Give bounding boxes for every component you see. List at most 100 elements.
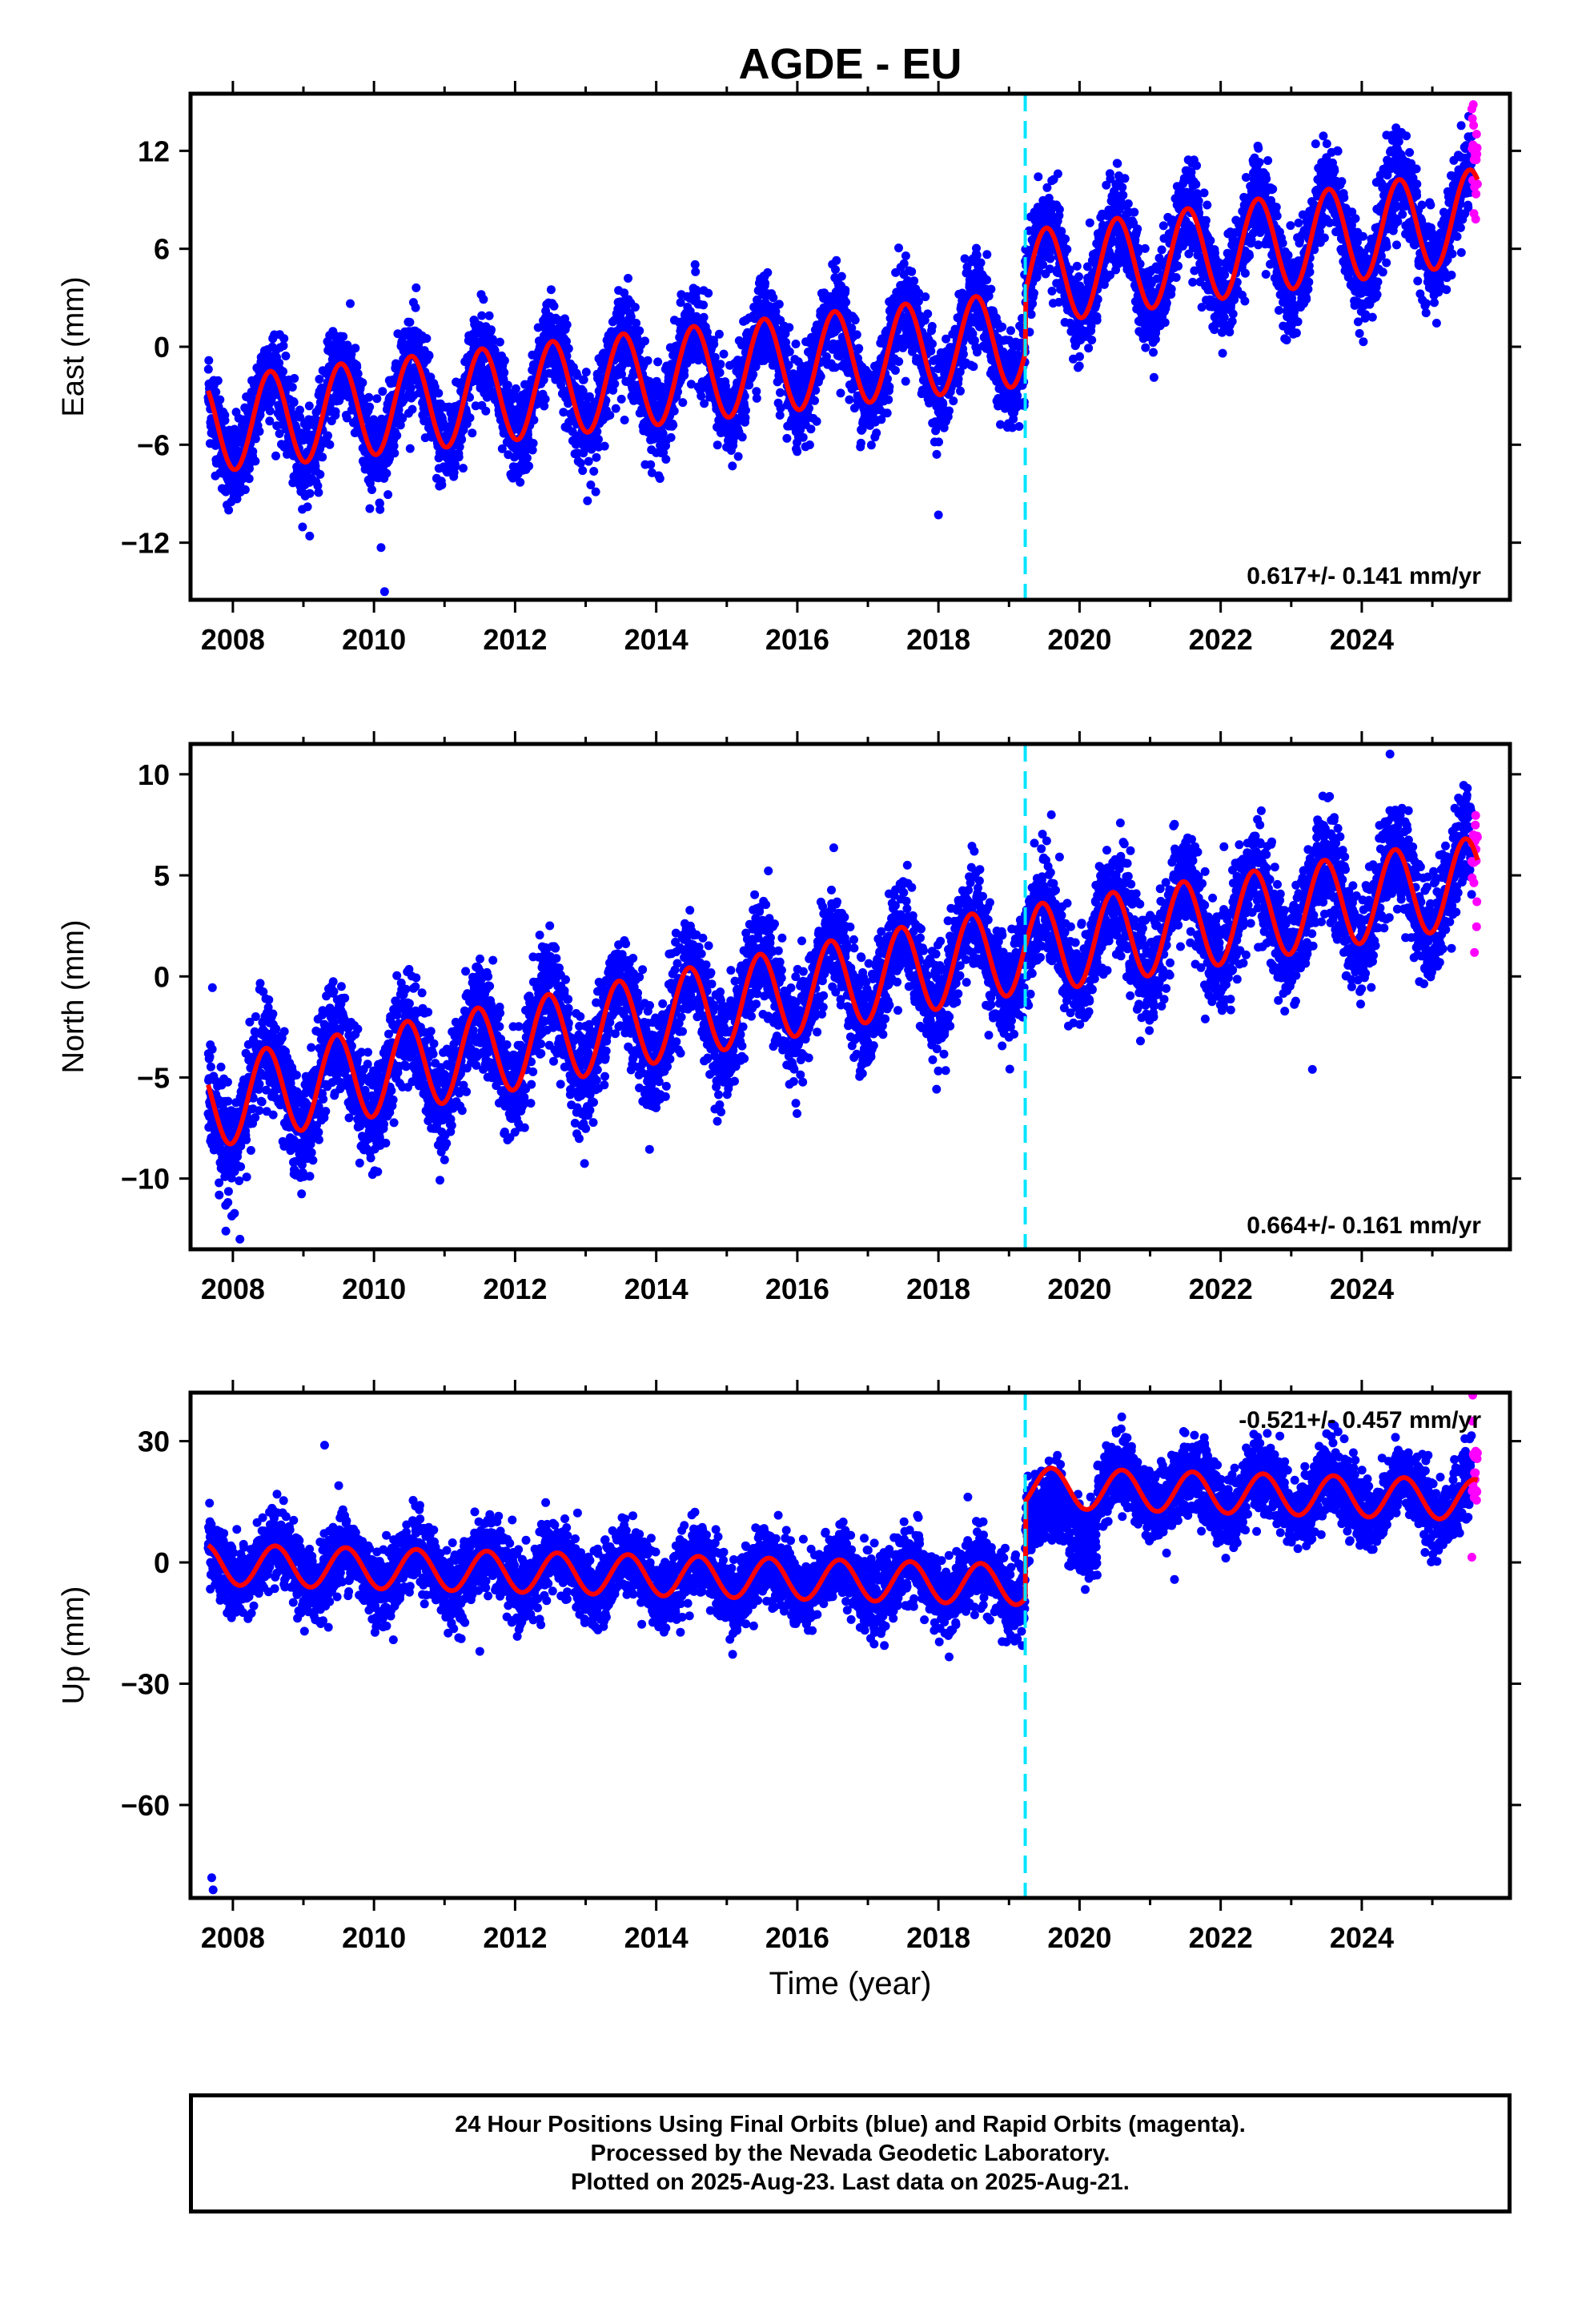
final-orbit-point [511,384,520,393]
final-orbit-point [358,378,367,388]
final-orbit-point [866,440,876,450]
final-orbit-point [365,402,375,412]
final-orbit-point [484,311,494,320]
final-orbit-point [592,452,601,462]
final-orbit-point [481,406,491,416]
final-orbit-point [465,413,475,423]
final-orbit-point [1087,336,1097,345]
final-orbit-point [699,312,709,322]
final-orbit-point [275,429,284,438]
final-orbit-point [810,396,819,405]
final-orbit-point [468,428,477,438]
final-orbit-point [949,396,958,406]
final-orbit-point [406,383,416,392]
final-orbit-point [584,456,593,466]
final-orbit-point [600,441,609,451]
final-orbit-point [836,388,845,398]
final-orbit-point [540,394,550,404]
final-orbit-point [1014,422,1024,431]
final-orbit-point [1061,234,1070,243]
final-orbit-point [782,433,792,443]
final-orbit-point [646,460,656,469]
final-orbit-point [1140,243,1150,253]
final-orbit-point [405,444,415,453]
final-orbit-point [909,276,919,286]
final-orbit-point [479,295,488,304]
final-orbit-point [367,485,376,494]
final-orbit-point [831,265,840,275]
final-orbit-point [424,351,434,360]
final-orbit-point [1074,361,1084,371]
final-orbit-point [956,386,965,396]
final-orbit-point [255,427,264,436]
final-orbit-point [459,464,468,473]
final-orbit-point [890,366,900,375]
final-orbit-point [998,322,1007,332]
final-orbit-point [437,480,447,489]
final-orbit-point [1113,159,1122,168]
final-orbit-point [318,452,327,462]
final-orbit-point [591,487,600,497]
final-orbit-point [761,279,770,288]
final-orbit-point [581,368,591,377]
final-orbit-point [719,349,729,359]
final-orbit-point [716,360,725,369]
final-orbit-point [1084,344,1094,353]
final-orbit-point [885,382,894,392]
final-orbit-point [805,440,814,449]
final-orbit-point [215,395,225,404]
final-orbit-point [841,285,850,295]
final-orbit-point [785,347,794,356]
final-orbit-point [884,395,893,404]
final-orbit-point [907,267,917,276]
final-orbit-point [841,297,851,307]
final-orbit-point [769,293,778,303]
final-orbit-point [1092,316,1102,325]
final-orbit-point [455,442,464,452]
final-orbit-point [691,267,701,276]
final-orbit-point [923,309,933,319]
final-orbit-point [982,275,992,284]
final-orbit-point [383,490,393,500]
final-orbit-point [632,319,641,328]
final-orbit-points [203,111,1476,597]
final-orbit-point [305,489,315,498]
final-orbit-point [969,362,978,372]
final-orbit-point [314,488,323,497]
final-orbit-point [281,352,291,360]
final-orbit-point [901,251,910,260]
final-orbit-point [1149,372,1158,382]
final-orbit-point [669,406,679,416]
final-orbit-point [1062,244,1072,254]
final-orbit-point [488,335,497,344]
final-orbit-point [1141,343,1150,352]
final-orbit-point [364,392,374,402]
final-orbit-point [289,398,299,407]
figure-title: AGDE - EU [738,40,962,88]
final-orbit-point [1133,224,1142,234]
final-orbit-point [680,371,689,380]
final-orbit-point [678,398,688,408]
final-orbit-point [1030,288,1038,298]
final-orbit-point [589,467,599,476]
final-orbit-point [713,440,722,450]
final-orbit-point [351,344,360,353]
final-orbit-point [832,255,841,265]
final-orbit-point [1013,391,1022,400]
final-orbit-point [894,243,903,253]
final-orbit-point [244,474,254,484]
final-orbit-point [653,357,663,367]
final-orbit-point [1085,218,1094,227]
final-orbit-point [382,468,391,478]
final-orbit-point [339,332,348,341]
final-orbit-point [624,274,632,283]
final-orbit-point [579,375,588,384]
final-orbit-point [546,285,556,295]
final-orbit-point [927,322,937,331]
final-orbit-point [295,412,305,422]
final-orbit-point [1006,326,1015,336]
final-orbit-point [715,368,725,377]
final-orbit-point [265,406,275,416]
